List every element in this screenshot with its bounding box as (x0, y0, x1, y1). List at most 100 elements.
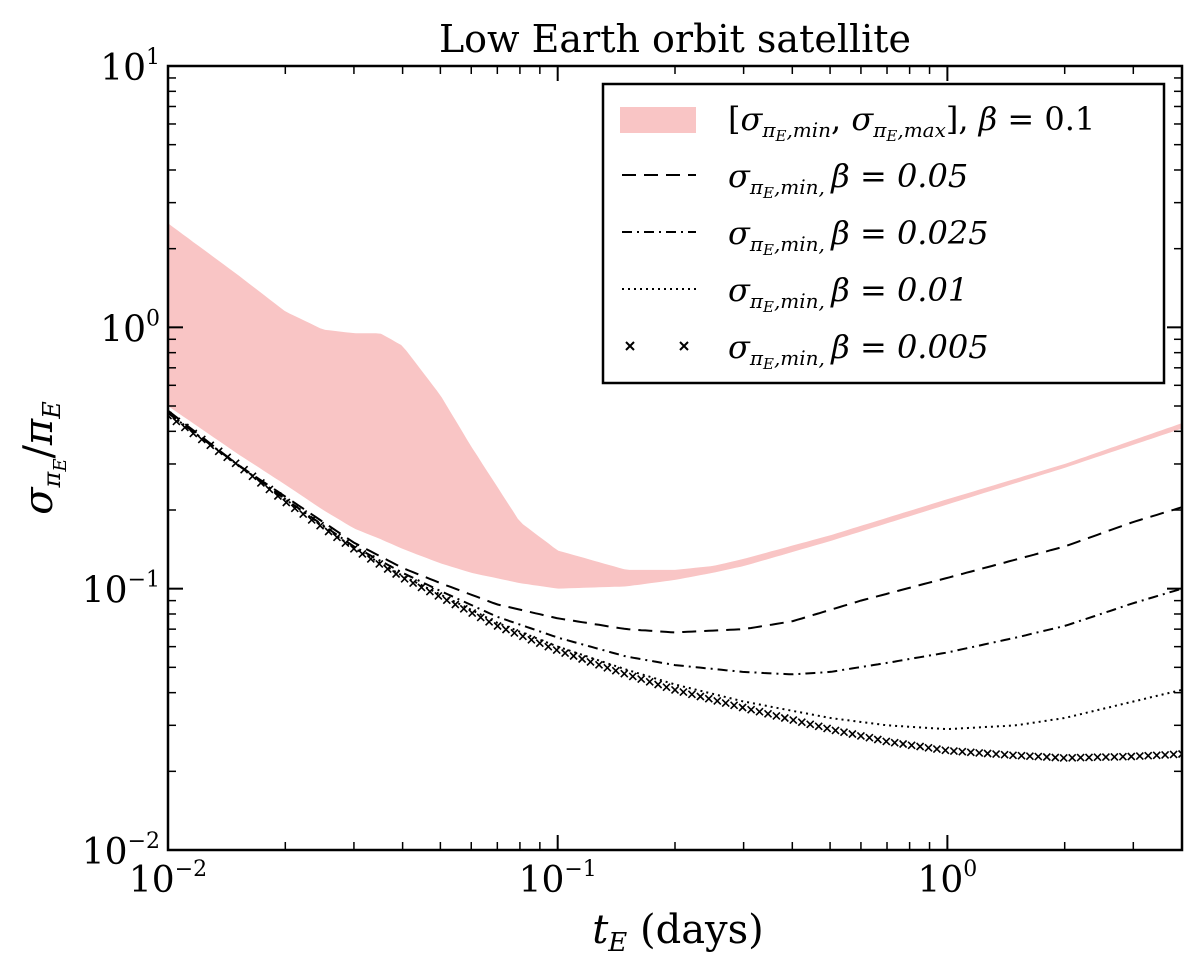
series-marker (696, 692, 705, 701)
legend-entry-label: σπE,min, β = 0.01 (728, 271, 968, 316)
series-marker (738, 703, 747, 712)
series-marker (476, 613, 485, 622)
series-line-0 (168, 409, 1182, 634)
band-beta-0.1 (168, 223, 1182, 589)
series-marker (992, 750, 1001, 759)
series-marker (578, 654, 587, 664)
legend-box (601, 82, 1166, 385)
legend: [σπE,min, σπE,max], β = 0.1 σπE,min, β =… (601, 82, 1166, 385)
series-marker (518, 632, 527, 641)
series-marker (941, 746, 950, 755)
series-marker (594, 660, 604, 669)
series-marker (1144, 751, 1153, 760)
series-marker (890, 738, 899, 747)
series-marker (603, 663, 612, 672)
series-marker (620, 669, 629, 678)
series-marker (645, 677, 654, 686)
series-marker (662, 683, 671, 692)
series-marker (265, 485, 274, 494)
series-marker (341, 539, 350, 548)
series-marker (544, 642, 553, 651)
series-marker (392, 569, 401, 579)
series-marker (839, 728, 849, 737)
series-marker (704, 694, 713, 703)
series-marker (400, 574, 409, 583)
series-marker (197, 435, 206, 444)
series-marker (966, 748, 975, 757)
series-marker (1135, 752, 1144, 761)
series-marker (375, 559, 384, 568)
legend-entry-label: σπE,min, β = 0.025 (728, 214, 989, 259)
series-marker (332, 533, 342, 542)
series-marker (856, 731, 865, 740)
y-axis-label: σπE/πE (16, 401, 71, 515)
series-marker (324, 527, 333, 536)
series-marker (772, 711, 781, 720)
series-marker (907, 741, 916, 750)
series-marker (628, 672, 637, 681)
series-marker (713, 696, 722, 705)
series-marker (535, 639, 544, 648)
y-tick-label: 10−2 (82, 829, 160, 873)
series-marker (223, 453, 232, 462)
series-marker (172, 417, 181, 426)
series-marker (561, 649, 570, 658)
series-marker (366, 554, 375, 563)
series-marker (299, 510, 308, 519)
series-marker (383, 564, 392, 574)
series-marker (679, 688, 688, 697)
series-marker (1042, 752, 1051, 762)
plot-area (168, 223, 1182, 762)
legend-entries: σπE,min, β = 0.05 σπE,min, β = 0.025 σπE,m… (728, 157, 989, 373)
series-marker (983, 749, 992, 758)
series-marker (797, 718, 806, 727)
series-x-markers (168, 411, 1182, 762)
y-tick-label: 100 (100, 306, 160, 350)
series-marker (763, 709, 773, 718)
series-marker (1084, 753, 1094, 762)
legend-entry-label: σπE,min, β = 0.05 (728, 157, 968, 202)
series-marker (924, 743, 933, 752)
series-marker (1017, 751, 1026, 760)
series-marker (1025, 752, 1034, 761)
series-marker (358, 549, 367, 558)
series-marker (1161, 750, 1170, 759)
series-marker (231, 459, 240, 468)
series-marker (975, 748, 984, 757)
x-ticks: 10−2 10−1 100 (129, 66, 1183, 901)
series-marker (1110, 752, 1119, 761)
series-marker (493, 621, 502, 631)
series-marker (637, 675, 646, 684)
series-marker (932, 745, 941, 754)
series-marker (569, 651, 578, 661)
series-marker (527, 635, 536, 644)
series-marker (755, 707, 764, 716)
series-marker (168, 411, 173, 420)
series-marker (1118, 752, 1127, 761)
chart-title: Low Earth orbit satellite (439, 17, 911, 61)
series-marker (1059, 753, 1068, 762)
series-marker (730, 701, 739, 710)
series-marker (248, 472, 257, 481)
series-marker (823, 724, 832, 733)
y-ticks: 10−2 10−1 100 101 (82, 45, 1182, 873)
series-marker (814, 722, 823, 731)
x-axis-label: tE (days) (592, 907, 764, 958)
series-marker (290, 504, 299, 513)
x-tick-label: 100 (917, 857, 977, 901)
series-marker (214, 447, 223, 456)
series-marker (670, 685, 680, 694)
series-marker (206, 441, 215, 450)
legend-swatch-beta-0.005 (625, 341, 689, 351)
series-marker (747, 705, 756, 714)
series-marker (1008, 751, 1018, 760)
series-marker (510, 628, 519, 637)
series-marker (349, 544, 358, 553)
series-marker (1177, 749, 1182, 759)
series-marker (1093, 753, 1102, 762)
x-tick-label: 10−1 (519, 857, 597, 901)
series-marker (865, 733, 874, 742)
legend-band-swatch (620, 107, 696, 133)
series-marker (468, 609, 477, 618)
